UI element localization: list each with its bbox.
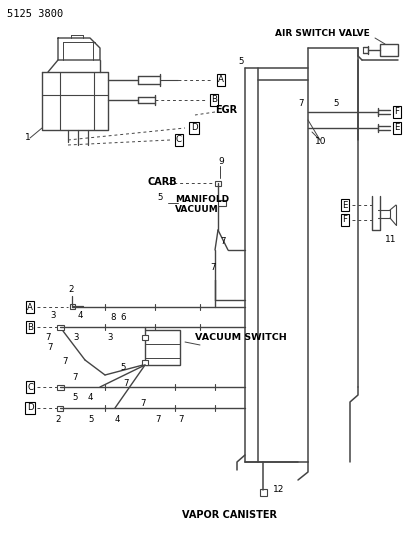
- Text: 4: 4: [115, 416, 120, 424]
- Text: 7: 7: [178, 416, 184, 424]
- Text: 4: 4: [88, 392, 93, 401]
- Text: B: B: [27, 322, 33, 332]
- Text: 7: 7: [72, 373, 78, 382]
- Text: CARB: CARB: [148, 177, 177, 187]
- Text: D: D: [191, 124, 197, 133]
- Bar: [218, 200, 226, 206]
- Bar: [57, 406, 63, 410]
- Text: B: B: [211, 95, 217, 104]
- Text: 10: 10: [315, 138, 326, 147]
- Text: 7: 7: [210, 263, 215, 272]
- Text: E: E: [394, 124, 400, 133]
- Text: 7: 7: [45, 333, 51, 342]
- Text: 3: 3: [73, 333, 78, 342]
- Text: EGR: EGR: [215, 105, 237, 115]
- Text: 3: 3: [107, 334, 113, 343]
- Text: 5: 5: [120, 364, 126, 373]
- Text: 5: 5: [238, 58, 244, 67]
- Text: F: F: [395, 108, 399, 117]
- Text: 7: 7: [62, 358, 67, 367]
- Bar: [145, 330, 180, 365]
- Text: 4: 4: [78, 311, 84, 319]
- Bar: [142, 359, 148, 365]
- Text: VAPOR CANISTER: VAPOR CANISTER: [182, 510, 277, 520]
- Text: VACUUM: VACUUM: [175, 206, 219, 214]
- Text: 7: 7: [155, 416, 160, 424]
- Text: 8: 8: [110, 313, 115, 322]
- Text: C: C: [27, 383, 33, 392]
- Text: 5: 5: [333, 99, 339, 108]
- Text: MANIFOLD: MANIFOLD: [175, 196, 229, 205]
- Bar: [56, 325, 64, 329]
- Text: 5: 5: [157, 193, 162, 203]
- Text: E: E: [342, 200, 348, 209]
- Text: 5: 5: [72, 392, 78, 401]
- Text: 2: 2: [55, 416, 60, 424]
- Text: AIR SWITCH VALVE: AIR SWITCH VALVE: [275, 29, 370, 38]
- Text: A: A: [218, 76, 224, 85]
- Text: 7: 7: [298, 99, 304, 108]
- Text: 5: 5: [88, 416, 93, 424]
- Text: 7: 7: [140, 399, 146, 408]
- Text: 7: 7: [220, 238, 226, 246]
- Bar: [380, 44, 398, 56]
- Text: 2: 2: [68, 286, 73, 295]
- Bar: [69, 303, 75, 309]
- Text: 6: 6: [120, 313, 126, 322]
- Bar: [259, 489, 266, 496]
- Text: VACUUM SWITCH: VACUUM SWITCH: [195, 334, 287, 343]
- Text: 1: 1: [25, 133, 31, 142]
- Text: 3: 3: [50, 311, 55, 319]
- Text: 7: 7: [123, 378, 129, 387]
- Text: D: D: [27, 403, 33, 413]
- Bar: [56, 384, 64, 390]
- Text: C: C: [176, 135, 182, 144]
- Bar: [215, 181, 221, 185]
- Text: 12: 12: [273, 486, 284, 495]
- Text: 7: 7: [47, 343, 53, 351]
- Bar: [142, 335, 148, 340]
- Text: 9: 9: [218, 157, 224, 166]
- Text: 5125 3800: 5125 3800: [7, 9, 63, 19]
- Text: F: F: [342, 215, 348, 224]
- Text: 11: 11: [385, 236, 397, 245]
- Text: A: A: [27, 303, 33, 311]
